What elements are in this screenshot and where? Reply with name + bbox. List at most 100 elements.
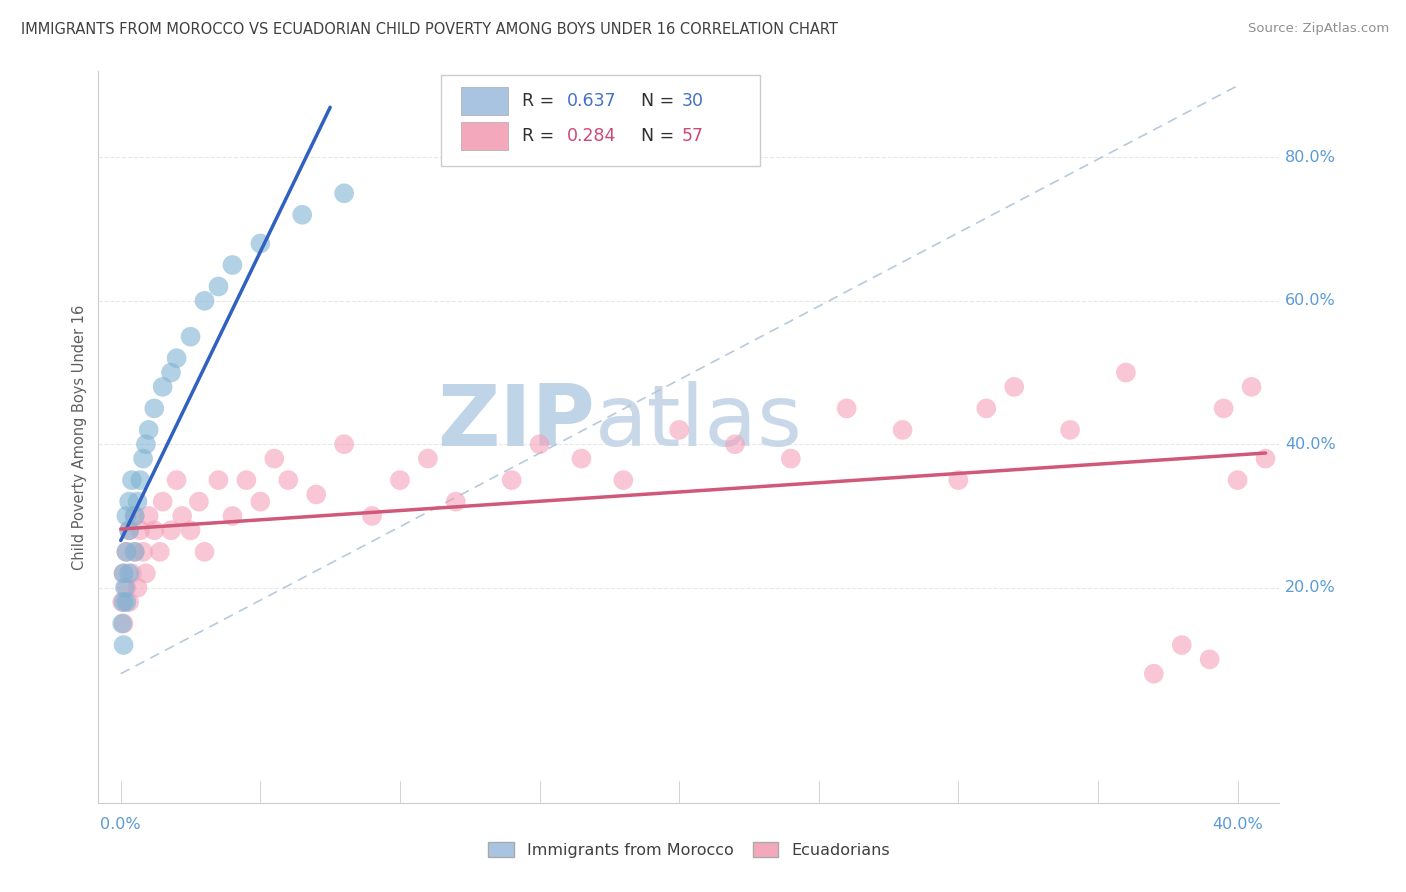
Point bbox=[118, 566, 141, 581]
Point bbox=[891, 423, 914, 437]
Point bbox=[221, 258, 243, 272]
Text: R =: R = bbox=[523, 93, 560, 111]
Point bbox=[361, 508, 384, 523]
Point bbox=[160, 366, 183, 380]
FancyBboxPatch shape bbox=[461, 87, 508, 115]
Point bbox=[1254, 451, 1277, 466]
Legend: Immigrants from Morocco, Ecuadorians: Immigrants from Morocco, Ecuadorians bbox=[482, 836, 896, 864]
Y-axis label: Child Poverty Among Boys Under 16: Child Poverty Among Boys Under 16 bbox=[72, 304, 87, 570]
Point bbox=[187, 494, 209, 508]
Point bbox=[143, 524, 166, 538]
Point bbox=[121, 566, 143, 581]
Point bbox=[143, 401, 166, 416]
Point bbox=[112, 595, 135, 609]
FancyBboxPatch shape bbox=[461, 122, 508, 150]
Point bbox=[111, 595, 134, 609]
Point bbox=[207, 279, 229, 293]
Text: N =: N = bbox=[641, 127, 679, 145]
Point bbox=[118, 494, 141, 508]
Point bbox=[779, 451, 801, 466]
Text: N =: N = bbox=[641, 93, 679, 111]
Point bbox=[166, 351, 188, 366]
Point bbox=[114, 581, 136, 595]
Text: 0.0%: 0.0% bbox=[100, 817, 141, 832]
Point bbox=[291, 208, 314, 222]
Point bbox=[112, 616, 135, 631]
Point bbox=[124, 508, 146, 523]
Point bbox=[1212, 401, 1234, 416]
Text: 20.0%: 20.0% bbox=[1285, 580, 1336, 595]
Point bbox=[1002, 380, 1025, 394]
Point bbox=[263, 451, 285, 466]
Point bbox=[529, 437, 551, 451]
Point bbox=[221, 508, 243, 523]
Point bbox=[172, 508, 194, 523]
Point bbox=[1170, 638, 1192, 652]
Text: Source: ZipAtlas.com: Source: ZipAtlas.com bbox=[1249, 22, 1389, 36]
Point bbox=[160, 524, 183, 538]
Point bbox=[249, 236, 271, 251]
Point bbox=[1143, 666, 1166, 681]
Point bbox=[1059, 423, 1081, 437]
Point bbox=[1226, 473, 1249, 487]
Point bbox=[129, 524, 152, 538]
Point bbox=[444, 494, 467, 508]
Text: 0.284: 0.284 bbox=[567, 127, 617, 145]
Point bbox=[135, 437, 157, 451]
Point bbox=[277, 473, 299, 487]
Point bbox=[115, 545, 138, 559]
Point bbox=[115, 595, 138, 609]
Point bbox=[111, 616, 134, 631]
Point bbox=[333, 186, 356, 201]
Point bbox=[180, 329, 202, 343]
Point bbox=[132, 451, 155, 466]
Text: 57: 57 bbox=[682, 127, 704, 145]
Point bbox=[118, 595, 141, 609]
Point bbox=[724, 437, 747, 451]
Point bbox=[135, 566, 157, 581]
Point bbox=[127, 581, 149, 595]
Point bbox=[149, 545, 172, 559]
Point bbox=[152, 380, 174, 394]
Point bbox=[948, 473, 970, 487]
Point bbox=[112, 638, 135, 652]
Point bbox=[129, 473, 152, 487]
Point bbox=[132, 545, 155, 559]
Point bbox=[974, 401, 997, 416]
Text: 40.0%: 40.0% bbox=[1212, 817, 1263, 832]
Point bbox=[207, 473, 229, 487]
Point bbox=[612, 473, 634, 487]
Point bbox=[138, 423, 160, 437]
Point bbox=[115, 545, 138, 559]
Point bbox=[571, 451, 593, 466]
Text: 30: 30 bbox=[682, 93, 704, 111]
Text: ZIP: ZIP bbox=[437, 381, 595, 464]
Point bbox=[1240, 380, 1263, 394]
Point bbox=[124, 545, 146, 559]
Point bbox=[333, 437, 356, 451]
Point bbox=[193, 293, 215, 308]
Point bbox=[115, 508, 138, 523]
Point bbox=[166, 473, 188, 487]
Point bbox=[835, 401, 858, 416]
Text: atlas: atlas bbox=[595, 381, 803, 464]
Point bbox=[416, 451, 439, 466]
Text: 60.0%: 60.0% bbox=[1285, 293, 1336, 309]
Point bbox=[127, 494, 149, 508]
Point bbox=[180, 524, 202, 538]
FancyBboxPatch shape bbox=[441, 75, 759, 167]
Text: R =: R = bbox=[523, 127, 560, 145]
Point bbox=[124, 545, 146, 559]
Point bbox=[1198, 652, 1220, 666]
Point bbox=[112, 566, 135, 581]
Point bbox=[668, 423, 690, 437]
Point bbox=[388, 473, 411, 487]
Point bbox=[118, 524, 141, 538]
Point bbox=[115, 581, 138, 595]
Point bbox=[235, 473, 257, 487]
Text: 40.0%: 40.0% bbox=[1285, 437, 1336, 451]
Text: IMMIGRANTS FROM MOROCCO VS ECUADORIAN CHILD POVERTY AMONG BOYS UNDER 16 CORRELAT: IMMIGRANTS FROM MOROCCO VS ECUADORIAN CH… bbox=[21, 22, 838, 37]
Point bbox=[118, 524, 141, 538]
Point bbox=[112, 566, 135, 581]
Point bbox=[305, 487, 328, 501]
